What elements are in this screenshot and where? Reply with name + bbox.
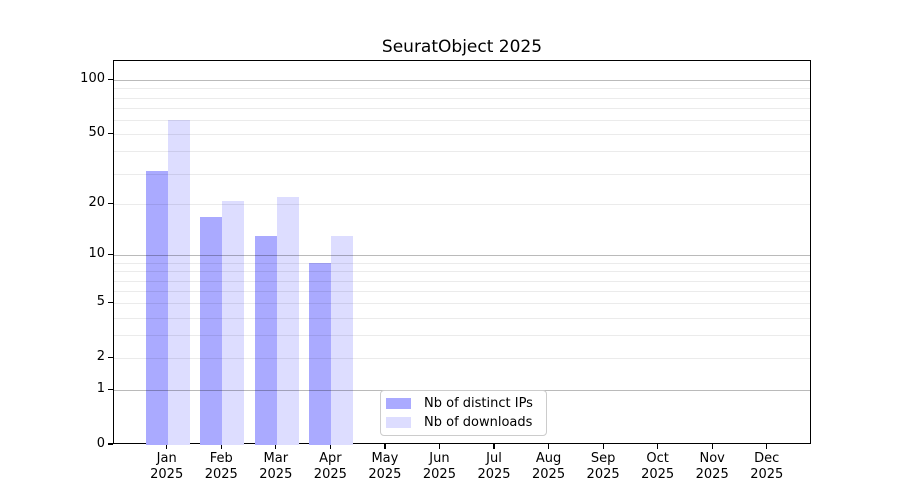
- bar-nb-of-distinct-ips-feb: [200, 216, 223, 445]
- x-tick-aug: [547, 444, 550, 449]
- x-tick-label-aug: Aug 2025: [532, 451, 566, 482]
- bar-nb-of-distinct-ips-jan: [145, 171, 168, 445]
- x-tick-nov: [711, 444, 713, 449]
- x-tick-jan: [166, 444, 168, 449]
- x-tick-label-jul: Jul 2025: [477, 451, 511, 482]
- gridline-50: [114, 134, 810, 136]
- legend-swatch-nb-of-distinct-ips: [386, 398, 411, 409]
- y-tick-label-10: 10: [88, 246, 105, 262]
- gridline-60: [114, 120, 810, 122]
- bar-nb-of-distinct-ips-mar: [254, 236, 277, 445]
- plot-area: Nb of distinct IPs Nb of downloads: [113, 60, 811, 445]
- y-tick-label-0: 0: [96, 436, 105, 451]
- bar-nb-of-downloads-mar: [276, 197, 299, 445]
- x-tick-label-mar: Mar 2025: [259, 451, 293, 482]
- legend-label-nb-of-distinct-ips: Nb of distinct IPs: [424, 396, 533, 411]
- y-tick-label-5: 5: [96, 294, 105, 310]
- x-tick-oct: [657, 444, 659, 449]
- gridline-20: [114, 204, 810, 206]
- x-tick-label-jan: Jan 2025: [150, 451, 184, 482]
- gridline-100: [114, 80, 810, 82]
- y-tick-label-20: 20: [88, 195, 105, 211]
- x-tick-mar: [275, 444, 277, 449]
- gridline-90: [114, 88, 810, 90]
- gridline-7: [114, 280, 810, 282]
- x-tick-jun: [438, 444, 441, 449]
- gridline-6: [114, 291, 810, 293]
- chart-title: SeuratObject 2025: [381, 37, 543, 57]
- gridline-8: [114, 271, 810, 273]
- gridline-3: [114, 335, 810, 337]
- x-tick-label-dec: Dec 2025: [750, 451, 784, 482]
- y-tick-20: [108, 202, 113, 205]
- x-tick-sep: [602, 444, 604, 449]
- gridline-30: [114, 173, 810, 175]
- y-tick-1: [108, 388, 113, 390]
- x-tick-label-sep: Sep 2025: [586, 451, 620, 482]
- x-tick-dec: [766, 444, 768, 449]
- gridline-70: [114, 108, 810, 110]
- y-tick-50: [108, 132, 113, 134]
- gridline-9: [114, 263, 810, 264]
- legend-row-nb-of-downloads: Nb of downloads: [386, 414, 546, 431]
- legend-swatch-nb-of-downloads: [386, 417, 411, 428]
- gridline-5: [114, 303, 810, 305]
- legend-label-nb-of-downloads: Nb of downloads: [424, 415, 533, 430]
- legend-row-nb-of-distinct-ips: Nb of distinct IPs: [386, 395, 546, 412]
- x-tick-apr: [329, 444, 332, 449]
- bar-nb-of-downloads-jan: [167, 120, 190, 445]
- y-tick-100: [108, 78, 113, 80]
- x-tick-may: [384, 444, 386, 449]
- gridline-80: [114, 97, 810, 99]
- gridline-40: [114, 151, 810, 153]
- bar-nb-of-downloads-feb: [222, 200, 245, 445]
- x-tick-label-apr: Apr 2025: [313, 451, 347, 482]
- y-tick-0: [108, 443, 113, 445]
- y-tick-label-1: 1: [96, 381, 105, 397]
- x-tick-label-jun: Jun 2025: [422, 451, 456, 482]
- x-tick-label-oct: Oct 2025: [641, 451, 675, 482]
- y-tick-label-2: 2: [96, 349, 105, 365]
- gridline-2: [114, 358, 810, 360]
- bar-nb-of-distinct-ips-apr: [309, 263, 332, 445]
- x-tick-label-nov: Nov 2025: [695, 451, 729, 482]
- y-tick-label-100: 100: [80, 71, 105, 87]
- legend-box: Nb of distinct IPs Nb of downloads: [380, 390, 547, 436]
- gridline-10: [114, 255, 810, 257]
- bar-nb-of-downloads-apr: [331, 236, 354, 445]
- y-tick-label-50: 50: [88, 125, 105, 141]
- x-tick-label-may: May 2025: [368, 451, 402, 482]
- y-tick-10: [108, 253, 113, 256]
- x-tick-jul: [493, 444, 495, 449]
- y-tick-2: [108, 356, 113, 358]
- x-tick-label-feb: Feb 2025: [204, 451, 238, 482]
- gridline-4: [114, 317, 810, 319]
- x-tick-feb: [220, 444, 222, 449]
- y-tick-5: [108, 301, 113, 304]
